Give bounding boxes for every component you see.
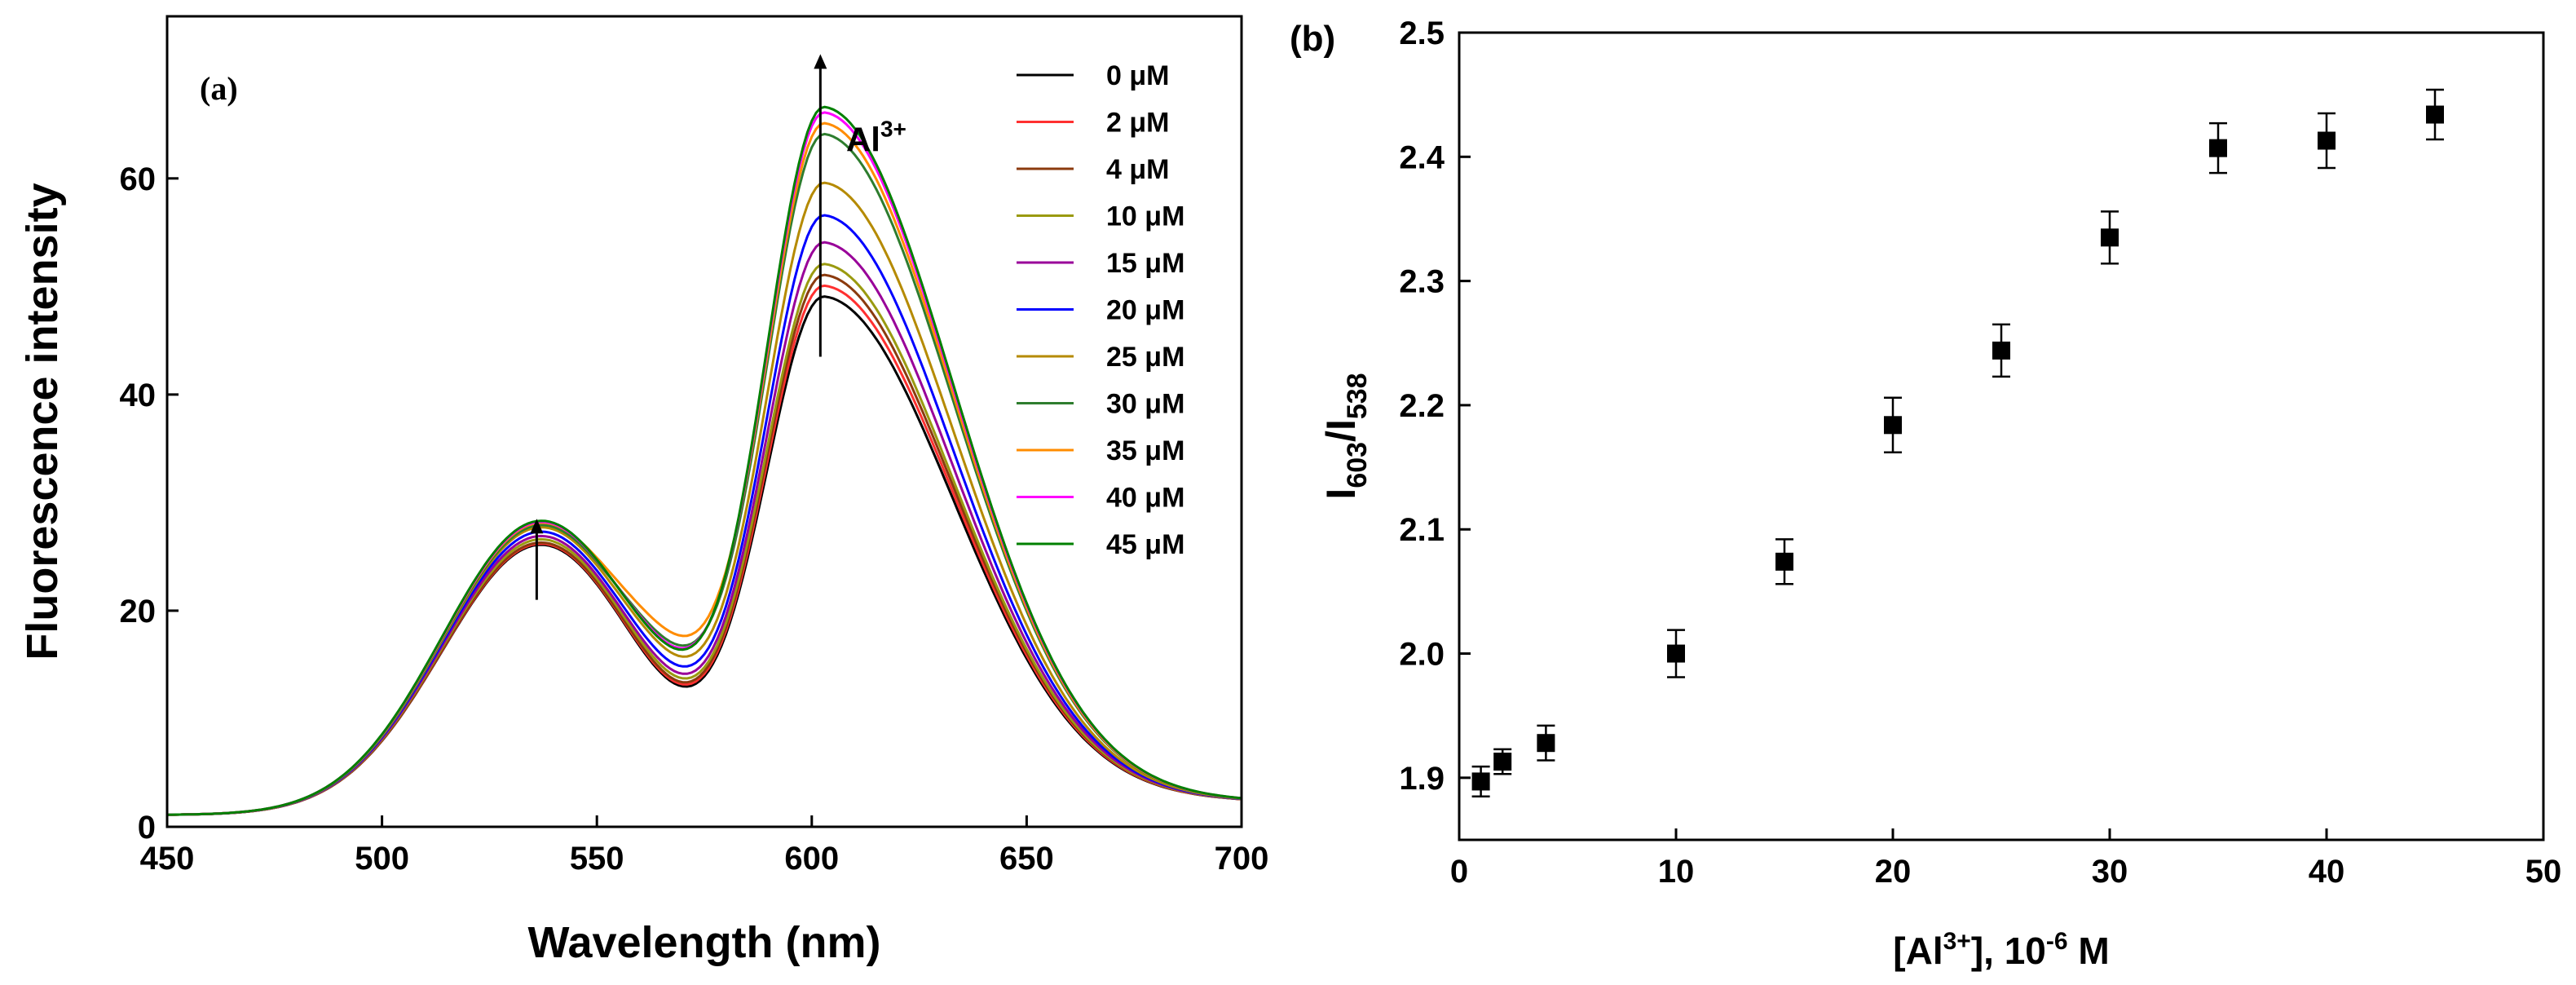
panel-a: (a) Al3+ 450 500 550 600 650 700 0 20 40 60 0 μM…: [18, 15, 1269, 967]
al3-annotation-sup: 3+: [880, 117, 906, 142]
panel-a-y-tick-label-0: 0: [138, 810, 156, 846]
panel-a-x-tick-label-1: 500: [355, 841, 409, 877]
panel-a-y-tick-label-1: 20: [120, 594, 157, 629]
panel-b-ylabel-b: /I: [1318, 419, 1364, 442]
data-point-4: [1775, 552, 1793, 571]
panel-b-y-axis-title: I603/I538: [1318, 373, 1373, 499]
arrow-large-peak-head: [814, 54, 827, 69]
data-point-2: [1537, 734, 1555, 753]
legend-label-1: 2 μM: [1106, 108, 1169, 139]
panel-a-y-tick-label-3: 60: [120, 161, 157, 197]
data-point-1: [1493, 753, 1512, 771]
data-point-0: [1471, 772, 1490, 791]
panel-b-x-tick-label-1: 10: [1658, 854, 1695, 890]
panel-a-x-tick-label-3: 600: [784, 841, 839, 877]
panel-b-ylabel-sub1: 603: [1342, 442, 1373, 488]
panel-a-y-ticks: 0 20 40 60: [120, 161, 179, 846]
panel-a-y-axis-title: Fluorescence intensity: [18, 183, 67, 660]
legend-label-2: 4 μM: [1106, 154, 1169, 185]
spectrum-line-4: [166, 241, 1242, 816]
panel-a-frame: [165, 15, 1243, 828]
data-point-3: [1667, 644, 1685, 663]
panel-b-y-tick-label-6: 2.5: [1399, 15, 1445, 51]
panel-b-x-tick-label-2: 20: [1875, 854, 1912, 890]
panel-a-label: (a): [200, 70, 238, 107]
panel-a-x-tick-label-2: 550: [570, 841, 624, 877]
panel-b-ylabel-a: I: [1318, 488, 1364, 500]
panel-b-x-axis-title: [Al3+], 10-6 M: [1893, 928, 2109, 972]
panel-a-x-tick-label-4: 650: [999, 841, 1054, 877]
legend-label-8: 35 μM: [1106, 435, 1184, 466]
data-point-8: [2209, 139, 2227, 157]
panel-b-xlabel-sup1: 3+: [1943, 928, 1971, 955]
arrow-small-peak-head: [530, 519, 544, 534]
panel-a-x-tick-label-5: 700: [1215, 841, 1269, 877]
panel-a-y-tick-label-2: 40: [120, 378, 157, 413]
legend-label-10: 45 μM: [1106, 529, 1184, 560]
panel-a-x-ticks: 450 500 550 600 650 700: [140, 815, 1269, 877]
spectrum-line-0: [166, 295, 1242, 816]
panel-b: (b) 0 10 20 30 40 50 1.9 2.0 2.1 2.2 2.3 2.4 2.5 [A…: [1290, 15, 2561, 972]
legend-label-4: 15 μM: [1106, 248, 1184, 279]
panel-a-x-axis-title: Wavelength (nm): [527, 918, 880, 967]
panel-b-xlabel-b: ], 10: [1971, 930, 2046, 972]
legend-label-3: 10 μM: [1106, 201, 1184, 232]
panel-a-legend: 0 μM 2 μM 4 μM 10 μM 15 μM 20 μM 25 μM 30 μM 35 …: [1017, 60, 1184, 560]
panel-b-y-tick-label-5: 2.4: [1399, 139, 1445, 175]
panel-b-xlabel-a: [Al: [1893, 930, 1943, 972]
legend-label-0: 0 μM: [1106, 60, 1169, 91]
panel-b-y-ticks: 1.9 2.0 2.1 2.2 2.3 2.4 2.5: [1399, 15, 1471, 797]
panel-b-y-tick-label-1: 2.0: [1399, 637, 1445, 673]
panel-b-xlabel-c: M: [2068, 930, 2110, 972]
panel-b-points: [1471, 88, 2444, 797]
spectrum-line-10: [167, 105, 1242, 816]
legend-label-7: 30 μM: [1106, 389, 1184, 420]
panel-b-y-tick-label-3: 2.2: [1399, 388, 1445, 424]
data-point-9: [2318, 131, 2336, 150]
panel-a-x-tick-label-0: 450: [140, 841, 195, 877]
data-point-7: [2101, 228, 2119, 247]
panel-b-xlabel-sup2: -6: [2046, 928, 2068, 955]
panel-a-curves: [166, 105, 1242, 816]
legend-label-5: 20 μM: [1106, 295, 1184, 326]
panel-b-x-tick-label-5: 50: [2525, 854, 2562, 890]
panel-b-y-tick-label-2: 2.1: [1399, 512, 1445, 548]
data-point-6: [1992, 341, 2010, 360]
legend-label-9: 40 μM: [1106, 483, 1184, 514]
panel-b-x-ticks: 0 10 20 30 40 50: [1450, 828, 2561, 890]
panel-b-x-tick-label-3: 30: [2092, 854, 2128, 890]
al3-annotation-base: Al: [846, 121, 880, 159]
panel-b-y-tick-label-4: 2.3: [1399, 264, 1445, 300]
panel-b-label: (b): [1290, 19, 1335, 59]
panel-b-y-tick-label-0: 1.9: [1399, 761, 1445, 797]
panel-b-x-tick-label-4: 40: [2309, 854, 2345, 890]
panel-b-ylabel-sub2: 538: [1342, 373, 1373, 419]
legend-label-6: 25 μM: [1106, 342, 1184, 373]
al3-annotation: Al3+: [846, 117, 906, 159]
panel-b-x-tick-label-0: 0: [1450, 854, 1468, 890]
panel-b-frame: [1458, 31, 2545, 841]
spectrum-line-6: [167, 181, 1242, 816]
panel-a-annotations: Al3+: [530, 54, 906, 600]
data-point-5: [1884, 416, 1902, 435]
data-point-10: [2426, 105, 2444, 124]
spectrum-line-5: [167, 214, 1242, 816]
